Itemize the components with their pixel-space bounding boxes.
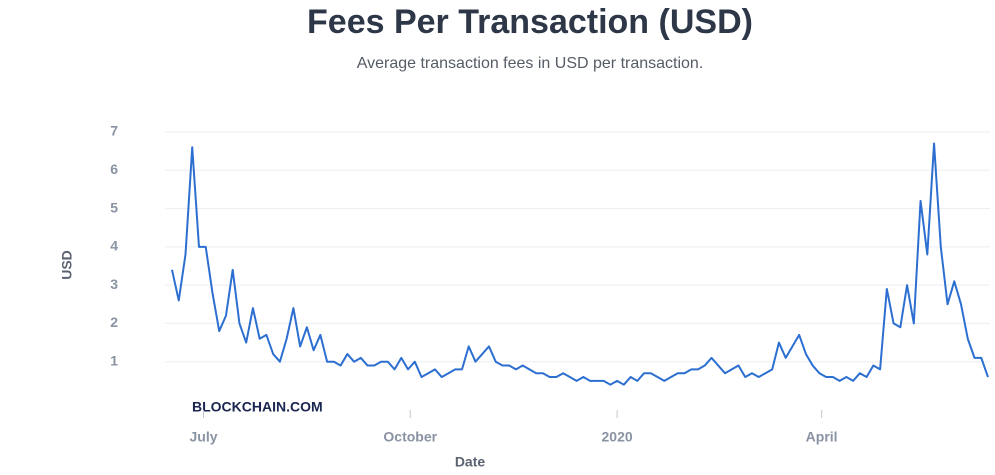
data-line xyxy=(171,142,989,386)
y-tick-label: 1 xyxy=(110,352,118,368)
watermark: BLOCKCHAIN.COM xyxy=(192,399,323,415)
y-tick-label: 2 xyxy=(110,314,118,330)
x-tick-label: 2020 xyxy=(602,429,633,445)
chart-title: Fees Per Transaction (USD) xyxy=(307,3,753,41)
y-tick-label: 4 xyxy=(110,238,118,254)
x-tick-label: July xyxy=(189,429,217,445)
y-tick-label: 7 xyxy=(110,123,118,139)
x-tick-label: October xyxy=(383,429,437,445)
y-tick-label: 3 xyxy=(110,276,118,292)
chart-subtitle: Average transaction fees in USD per tran… xyxy=(357,55,704,72)
y-axis-label: USD xyxy=(59,250,75,280)
x-axis-label: Date xyxy=(455,454,486,470)
x-tick-label: April xyxy=(806,429,838,445)
y-tick-label: 6 xyxy=(110,161,118,177)
y-tick-label: 5 xyxy=(110,199,118,215)
